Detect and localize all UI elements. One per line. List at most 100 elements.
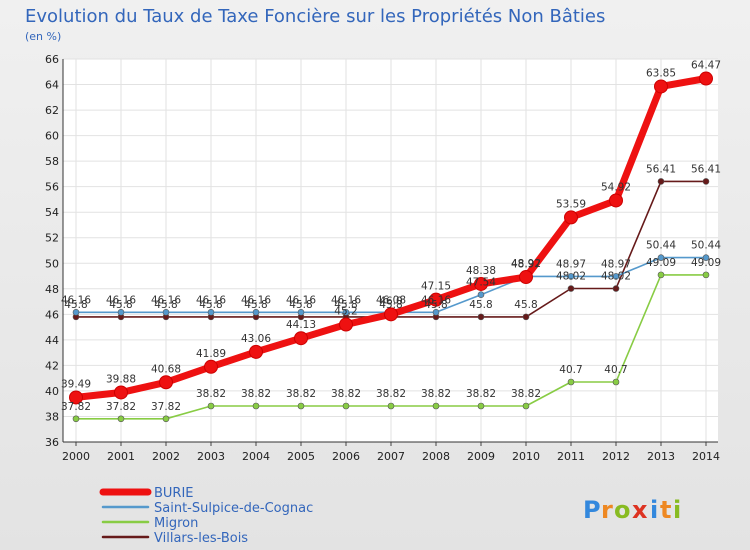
data-label: 47.15 xyxy=(421,281,451,293)
data-point xyxy=(702,178,710,185)
chart-subtitle: (en %) xyxy=(25,30,61,43)
legend: BURIESaint-Sulpice-de-CognacMigronVillar… xyxy=(99,486,313,546)
data-label: 46.16 xyxy=(286,294,316,306)
x-tick-label: 2003 xyxy=(197,450,225,463)
data-label: 48.02 xyxy=(556,271,586,283)
chart-title: Evolution du Taux de Taxe Foncière sur l… xyxy=(25,6,605,27)
data-point xyxy=(477,291,485,298)
data-point xyxy=(72,308,80,316)
data-label: 37.82 xyxy=(61,401,91,413)
data-label: 49.09 xyxy=(646,257,676,269)
data-label: 44.13 xyxy=(286,319,316,331)
y-tick-label: 58 xyxy=(45,155,59,168)
x-tick-label: 2006 xyxy=(332,450,360,463)
y-tick-label: 44 xyxy=(45,334,59,347)
data-point xyxy=(519,270,533,285)
data-point xyxy=(429,292,443,307)
data-point xyxy=(384,307,398,322)
data-label: 40.7 xyxy=(604,364,627,376)
data-point xyxy=(297,308,305,316)
data-label: 46.08 xyxy=(376,294,406,306)
data-point xyxy=(432,402,440,410)
data-label: 45.8 xyxy=(154,299,177,311)
x-tick-label: 2013 xyxy=(647,450,675,463)
data-point xyxy=(432,308,440,316)
y-tick-label: 52 xyxy=(45,232,59,245)
data-label: 48.92 xyxy=(511,258,541,270)
y-tick-label: 56 xyxy=(45,181,59,194)
y-tick-label: 64 xyxy=(45,79,59,92)
legend-label: BURIE xyxy=(154,486,194,501)
data-label: 45.8 xyxy=(514,299,537,311)
data-label: 38.82 xyxy=(466,388,496,400)
data-point xyxy=(702,271,710,279)
data-label: 39.88 xyxy=(106,373,136,385)
data-label: 48.97 xyxy=(511,258,541,270)
data-point xyxy=(252,402,260,410)
data-point xyxy=(342,402,350,410)
data-point xyxy=(657,271,665,279)
brand-letter: i xyxy=(673,496,681,524)
data-label: 43.06 xyxy=(241,333,271,345)
data-label: 38.82 xyxy=(196,388,226,400)
x-tick-label: 2000 xyxy=(62,450,90,463)
brand-letter: x xyxy=(632,496,648,524)
data-label: 46.0 xyxy=(379,295,402,307)
brand-letter: i xyxy=(650,496,658,524)
data-label: 56.41 xyxy=(691,163,721,175)
brand-letter: t xyxy=(660,496,671,524)
brand-letter: o xyxy=(614,496,631,524)
data-point xyxy=(474,276,488,291)
data-point xyxy=(612,285,620,292)
y-tick-label: 60 xyxy=(45,130,59,143)
y-tick-label: 54 xyxy=(45,206,59,219)
data-labels: 39.49 39.88 40.68 41.89 43.06 44.13 45.2 46.0 47… xyxy=(61,60,721,413)
data-label: 45.8 xyxy=(289,299,312,311)
data-label: 38.82 xyxy=(331,388,361,400)
data-label: 56.41 xyxy=(646,163,676,175)
data-label: 38.82 xyxy=(511,388,541,400)
data-label: 46.16 xyxy=(151,294,181,306)
data-label: 40.7 xyxy=(559,364,582,376)
data-point xyxy=(657,178,665,185)
data-label: 37.82 xyxy=(151,401,181,413)
data-label: 45.8 xyxy=(334,299,357,311)
data-point xyxy=(477,313,485,321)
data-point xyxy=(612,273,620,280)
data-point xyxy=(612,378,620,386)
data-point xyxy=(657,254,665,261)
legend-label: Villars-les-Bois xyxy=(154,531,248,546)
y-tick-label: 36 xyxy=(45,436,59,449)
x-tick-label: 2014 xyxy=(692,450,720,463)
y-tick-label: 62 xyxy=(45,104,59,117)
data-point xyxy=(297,402,305,410)
y-tick-label: 50 xyxy=(45,257,59,270)
data-point xyxy=(207,402,215,410)
data-point xyxy=(387,402,395,410)
data-label: 63.85 xyxy=(646,67,676,79)
data-label: 38.82 xyxy=(286,388,316,400)
y-tick-label: 38 xyxy=(45,410,59,423)
data-point xyxy=(159,375,173,390)
data-point xyxy=(117,415,125,423)
data-label: 46.16 xyxy=(421,294,451,306)
data-point xyxy=(339,317,353,332)
data-label: 45.8 xyxy=(424,299,447,311)
data-label: 46.16 xyxy=(331,294,361,306)
data-point xyxy=(252,308,260,316)
y-tick-label: 48 xyxy=(45,283,59,296)
data-label: 48.97 xyxy=(601,258,631,270)
data-label: 41.89 xyxy=(196,348,226,360)
brand-letter: r xyxy=(601,496,613,524)
data-label: 38.82 xyxy=(421,388,451,400)
data-label: 45.8 xyxy=(469,299,492,311)
data-point xyxy=(609,193,623,208)
data-point xyxy=(114,385,128,400)
data-label: 45.8 xyxy=(379,299,402,311)
data-label: 46.16 xyxy=(241,294,271,306)
data-label: 50.44 xyxy=(691,240,721,252)
x-tick-label: 2001 xyxy=(107,450,135,463)
data-point xyxy=(522,313,530,321)
data-point xyxy=(699,71,713,86)
data-point xyxy=(72,415,80,423)
